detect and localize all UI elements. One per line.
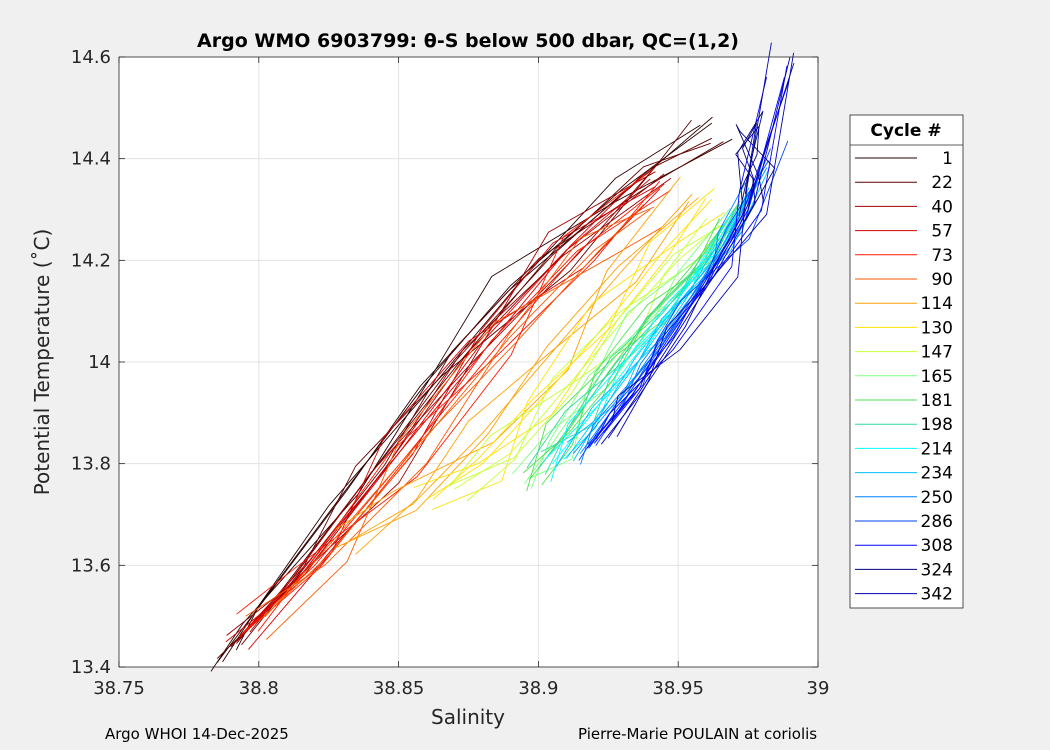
x-tick-label: 39 bbox=[807, 678, 830, 699]
series-line-90 bbox=[258, 209, 651, 622]
legend-label-198: 198 bbox=[921, 415, 953, 435]
legend-label-234: 234 bbox=[921, 464, 953, 484]
series-line-73 bbox=[257, 180, 661, 632]
series-line-234 bbox=[566, 166, 771, 443]
series-line-114 bbox=[336, 197, 699, 548]
y-tick-label: 14.2 bbox=[71, 250, 111, 271]
series-line-130 bbox=[432, 198, 707, 500]
series-line-22 bbox=[216, 141, 724, 659]
legend-label-1: 1 bbox=[942, 149, 953, 169]
series-234 bbox=[555, 166, 771, 468]
series-line-90 bbox=[245, 206, 655, 617]
legend-label-57: 57 bbox=[931, 222, 953, 242]
legend-label-181: 181 bbox=[921, 391, 953, 411]
series-line-73 bbox=[236, 168, 655, 615]
chart-title: Argo WMO 6903799: θ-S below 500 dbar, QC… bbox=[197, 30, 739, 52]
legend: Cycle # 1 22 40 57 73 90 114 130 147 165 181 198 214… bbox=[849, 114, 964, 609]
series-342 bbox=[600, 42, 795, 445]
series-layer bbox=[210, 42, 795, 672]
series-73 bbox=[236, 168, 671, 638]
series-line-342 bbox=[611, 42, 772, 422]
legend-items: 1 22 40 57 73 90 114 130 147 165 181 198 214 234 250 28… bbox=[855, 149, 953, 605]
series-line-147 bbox=[454, 224, 721, 490]
series-line-234 bbox=[555, 190, 754, 468]
series-line-286 bbox=[587, 140, 789, 446]
series-90 bbox=[245, 203, 662, 640]
series-line-308 bbox=[595, 76, 768, 440]
legend-label-250: 250 bbox=[921, 488, 953, 508]
legend-label-214: 214 bbox=[921, 439, 953, 459]
series-line-90 bbox=[264, 203, 645, 618]
series-308 bbox=[586, 65, 790, 449]
legend-label-22: 22 bbox=[931, 173, 953, 193]
footer-left-credit: Argo WHOI 14-Dec-2025 bbox=[105, 725, 289, 743]
legend-label-324: 324 bbox=[921, 560, 953, 580]
series-line-114 bbox=[342, 193, 693, 546]
legend-label-130: 130 bbox=[921, 318, 953, 338]
y-tick-label: 14 bbox=[88, 352, 111, 373]
series-line-342 bbox=[600, 62, 795, 445]
series-line-342 bbox=[616, 52, 795, 438]
series-line-214 bbox=[550, 212, 733, 483]
series-line-214 bbox=[545, 188, 754, 460]
x-tick-label: 38.9 bbox=[518, 678, 558, 699]
series-line-40 bbox=[249, 162, 660, 633]
legend-label-90: 90 bbox=[931, 270, 953, 290]
y-axis-label: Potential Temperature (˚C) bbox=[30, 229, 54, 496]
legend-label-342: 342 bbox=[921, 585, 953, 605]
legend-label-147: 147 bbox=[921, 343, 953, 363]
series-line-90 bbox=[265, 227, 662, 640]
series-line-130 bbox=[432, 212, 725, 510]
y-tick-label: 13.6 bbox=[71, 555, 111, 576]
footer-right-credit: Pierre-Marie POULAIN at coriolis bbox=[578, 725, 818, 743]
legend-box bbox=[849, 114, 964, 609]
x-tick-label: 38.95 bbox=[652, 678, 704, 699]
legend-label-165: 165 bbox=[921, 367, 953, 387]
series-line-57 bbox=[248, 188, 661, 650]
series-line-73 bbox=[244, 183, 665, 632]
legend-title: Cycle # bbox=[870, 121, 941, 141]
series-line-114 bbox=[335, 176, 681, 530]
series-line-308 bbox=[603, 65, 788, 434]
x-axis-label: Salinity bbox=[431, 705, 505, 729]
series-114 bbox=[335, 176, 699, 555]
y-tick-label: 14.6 bbox=[71, 47, 111, 68]
series-line-114 bbox=[355, 201, 690, 555]
y-tick-label: 13.4 bbox=[71, 657, 111, 678]
legend-label-114: 114 bbox=[921, 294, 953, 314]
x-tick-label: 38.75 bbox=[93, 678, 145, 699]
legend-label-308: 308 bbox=[921, 536, 953, 556]
series-line-324 bbox=[735, 125, 760, 204]
x-tick-label: 38.8 bbox=[239, 678, 279, 699]
series-line-234 bbox=[572, 187, 750, 462]
series-line-147 bbox=[447, 222, 727, 487]
legend-label-286: 286 bbox=[921, 512, 953, 532]
ticks: 38.75 38.8 38.85 38.9 38.95 39 13.4 13.6 13.8 14 1… bbox=[71, 47, 830, 699]
x-tick-label: 38.85 bbox=[373, 678, 425, 699]
series-line-324 bbox=[737, 110, 764, 217]
y-tick-label: 14.4 bbox=[71, 149, 111, 170]
y-tick-label: 13.8 bbox=[71, 454, 111, 475]
legend-label-73: 73 bbox=[931, 246, 953, 266]
legend-label-40: 40 bbox=[931, 197, 953, 217]
